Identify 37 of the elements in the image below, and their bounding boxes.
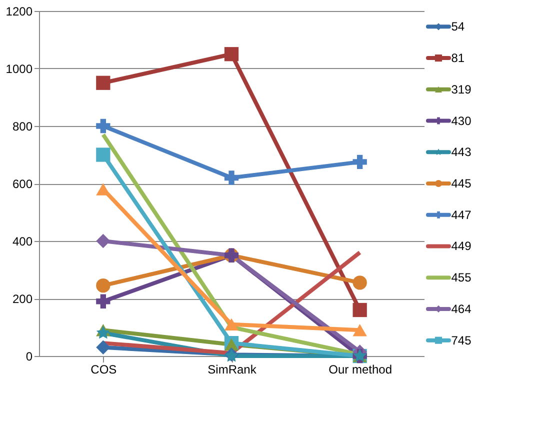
point <box>224 47 239 62</box>
y-tick-label: 0 <box>26 350 33 364</box>
point <box>224 318 239 330</box>
x-tick-label: SimRank <box>208 362 258 376</box>
legend-label: 319 <box>451 82 472 96</box>
y-tick-label: 1200 <box>6 4 33 18</box>
point <box>96 326 110 339</box>
point <box>96 278 110 293</box>
legend-label: 443 <box>451 145 472 160</box>
point <box>352 302 367 318</box>
point <box>352 154 367 170</box>
legend-label: 445 <box>451 176 472 190</box>
point <box>96 183 110 196</box>
legend-label: 447 <box>451 208 472 222</box>
x-tick-label: COS <box>90 362 117 376</box>
point <box>352 324 367 336</box>
point <box>352 276 367 290</box>
point <box>96 234 110 248</box>
x-tick-label: Our method <box>328 362 392 376</box>
legend-label: 54 <box>451 20 465 34</box>
point <box>96 340 110 354</box>
point <box>96 148 110 162</box>
point <box>224 170 239 185</box>
legend-label: 430 <box>451 114 472 128</box>
legend-label: 464 <box>451 302 472 316</box>
legend-label: 745 <box>451 333 472 348</box>
point <box>96 294 110 308</box>
y-tick-label: 200 <box>12 292 33 306</box>
y-tick-label: 400 <box>12 234 33 248</box>
legend-label: 81 <box>451 51 465 66</box>
y-tick-label: 1000 <box>6 62 33 76</box>
legend-label: 449 <box>451 239 472 254</box>
y-tick-label: 800 <box>12 120 33 134</box>
legend-label: 455 <box>451 270 472 285</box>
point <box>96 76 110 90</box>
y-tick-label: 600 <box>12 177 33 191</box>
point <box>96 118 110 134</box>
